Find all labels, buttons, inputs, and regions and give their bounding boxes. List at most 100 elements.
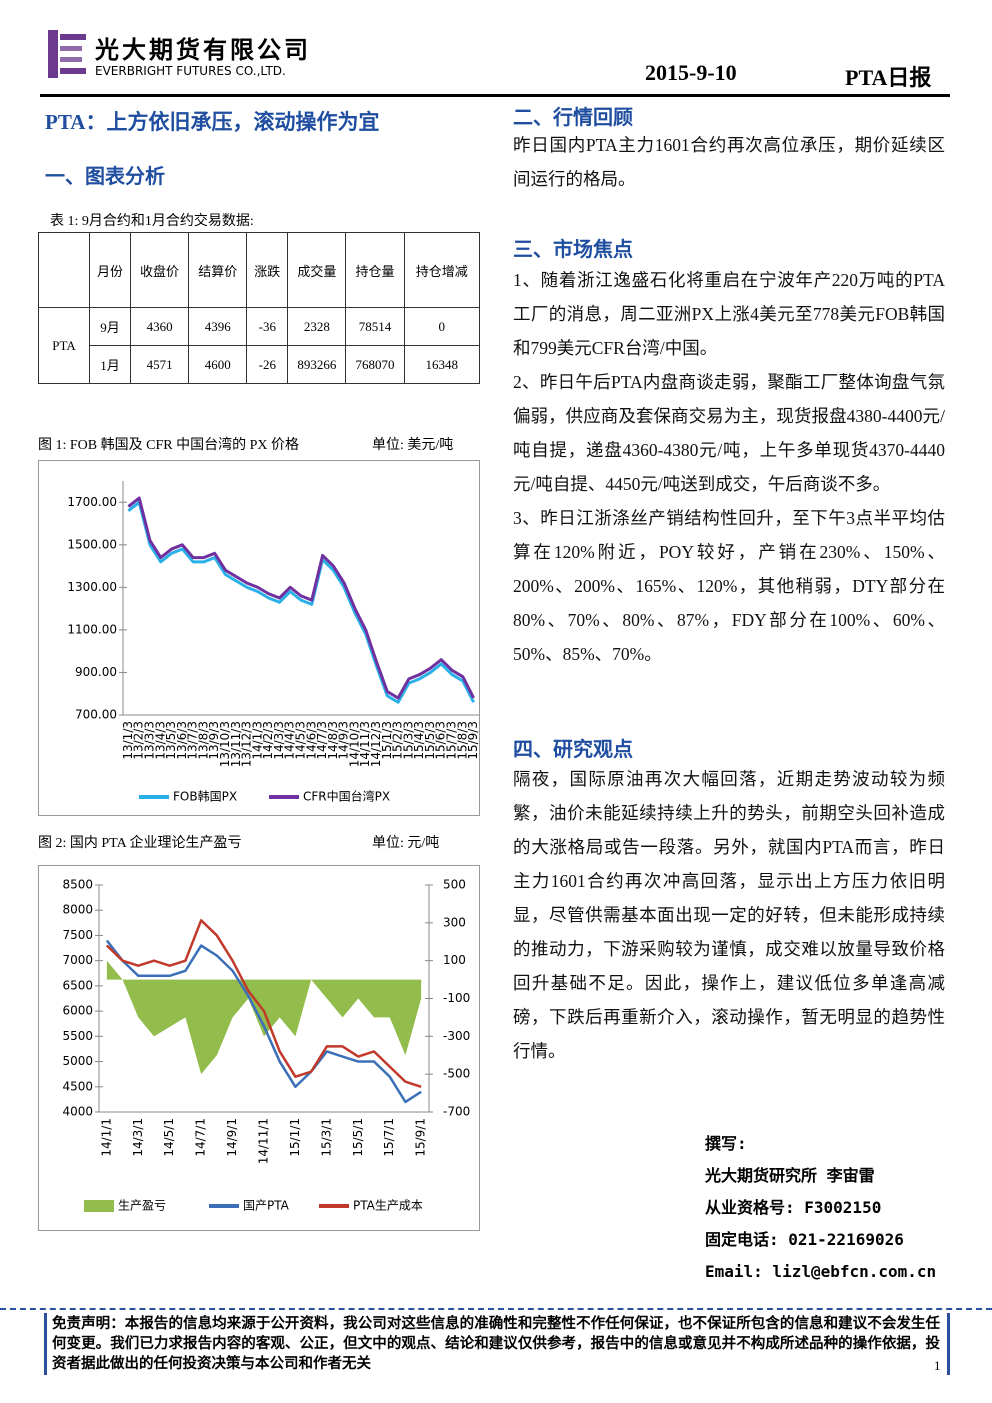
cell: 2328 <box>287 307 347 346</box>
legend-label: PTA生产成本 <box>353 1199 423 1213</box>
series-area <box>106 960 422 1075</box>
x-tick-label: 14/9/1 <box>225 1118 239 1157</box>
author-block: 撰写: 光大期货研究所 李宙雷 从业资格号: F3002150 固定电话: 02… <box>705 1128 936 1288</box>
x-tick-label: 15/7/3 <box>445 721 459 760</box>
cell: -36 <box>246 307 289 346</box>
header-cell: 成交量 <box>287 232 347 308</box>
x-tick-label: 15/4/3 <box>412 721 426 760</box>
cell: 78514 <box>345 307 405 346</box>
series-line <box>105 939 422 1104</box>
x-tick-label: 15/6/3 <box>434 721 448 760</box>
x-tick-label: 14/11/1 <box>257 1118 271 1164</box>
logo <box>48 30 86 78</box>
legend-swatch <box>84 1200 114 1212</box>
y-tick-label: 7000 <box>62 953 93 967</box>
x-tick-label: 13/4/3 <box>153 721 167 760</box>
x-tick-label: 13/12/3 <box>240 721 254 767</box>
x-tick-label: 13/8/3 <box>196 721 210 760</box>
y-tick-label: 1300.00 <box>67 580 117 594</box>
author-license: 从业资格号: F3002150 <box>705 1198 882 1217</box>
y-tick-label: 4500 <box>62 1079 93 1093</box>
x-tick-label: 14/7/1 <box>194 1118 208 1157</box>
x-tick-label: 13/7/3 <box>186 721 200 760</box>
header-cell: 涨跌 <box>246 232 289 308</box>
y2-tick-label: 300 <box>443 915 466 929</box>
author-phone: 固定电话: 021-22169026 <box>705 1230 904 1249</box>
y2-tick-label: 500 <box>443 878 466 892</box>
cell: -26 <box>246 345 289 384</box>
header-cell: 收盘价 <box>129 232 190 308</box>
x-tick-label: 15/1/3 <box>380 721 394 760</box>
company-en: EVERBRIGHT FUTURES CO.,LTD. <box>95 64 286 78</box>
y-tick-label: 5500 <box>62 1029 93 1043</box>
figure-caption: 图 2: 国内 PTA 企业理论生产盈亏 <box>38 836 242 851</box>
legend-label: 生产盈亏 <box>118 1199 166 1213</box>
section-heading: 三、市场焦点 <box>513 239 633 261</box>
y-tick-label: 1700.00 <box>67 495 117 509</box>
paragraph: 3、昨日江浙涤丝产销结构性回升，至下午3点半平均估算在120%附近，POY较好，… <box>513 508 945 664</box>
x-tick-label: 15/1/1 <box>288 1118 302 1157</box>
x-tick-label: 15/5/1 <box>351 1118 365 1157</box>
y-tick-label: 4000 <box>62 1105 93 1119</box>
x-tick-label: 14/1/1 <box>99 1118 113 1157</box>
y-tick-label: 7500 <box>62 928 93 942</box>
group-cell: PTA <box>38 307 90 384</box>
x-tick-label: 15/3/1 <box>319 1118 333 1157</box>
x-tick-label: 15/3/3 <box>401 721 415 760</box>
x-tick-label: 13/5/3 <box>164 721 178 760</box>
header-cell: 月份 <box>89 232 131 308</box>
y-tick-label: 8500 <box>62 878 93 892</box>
cell: 9月 <box>89 307 131 346</box>
cell <box>38 232 90 308</box>
x-tick-label: 13/1/3 <box>121 721 135 760</box>
x-tick-label: 14/2/3 <box>261 721 275 760</box>
paragraph: 昨日国内PTA主力1601合约再次高位承压，期价延续区间运行的格局。 <box>513 135 945 189</box>
series-line <box>127 500 475 704</box>
legend-label: 国产PTA <box>243 1199 290 1213</box>
x-tick-label: 15/9/1 <box>414 1118 428 1157</box>
x-tick-label: 14/4/3 <box>283 721 297 760</box>
y2-tick-label: 100 <box>443 953 466 967</box>
y2-tick-label: -700 <box>443 1105 470 1119</box>
cell: 0 <box>403 307 481 346</box>
y2-tick-label: -300 <box>443 1029 470 1043</box>
y-tick-label: 1100.00 <box>67 622 117 636</box>
title: PTA：上方依旧承压，滚动操作为宜 <box>45 110 380 134</box>
x-tick-label: 14/3/1 <box>131 1118 145 1157</box>
y-tick-label: 6500 <box>62 978 93 992</box>
footer-rule <box>0 1308 992 1310</box>
section-heading: 四、研究观点 <box>513 739 633 761</box>
author-label: 撰写: <box>705 1134 747 1153</box>
cell: 893266 <box>287 345 347 384</box>
series-line <box>105 919 422 1088</box>
x-tick-label: 13/9/3 <box>207 721 221 760</box>
x-tick-label: 13/2/3 <box>132 721 146 760</box>
cell: 4571 <box>129 345 190 384</box>
x-tick-label: 13/3/3 <box>142 721 156 760</box>
table-caption: 表 1: 9月合约和1月合约交易数据: <box>50 214 254 229</box>
section-heading: 二、行情回顾 <box>513 107 633 129</box>
y-tick-label: 5000 <box>62 1054 93 1068</box>
cell: 768070 <box>345 345 405 384</box>
cell: 1月 <box>89 345 131 384</box>
y-tick-label: 1500.00 <box>67 537 117 551</box>
table: 月份 收盘价 结算价 涨跌 成交量 持仓量 持仓增减 PTA 9月 4360 4… <box>38 232 481 384</box>
date: 2015-9-10 <box>645 60 737 85</box>
cell: 4360 <box>129 307 190 346</box>
x-tick-label: 13/6/3 <box>175 721 189 760</box>
chart: 4000 4500 5000 5500 6000 6500 7000 7500 8000 8500… <box>38 865 480 1231</box>
x-tick-label: 14/11/3 <box>358 721 372 767</box>
x-tick-label: 13/11/3 <box>229 721 243 767</box>
cell: 4396 <box>188 307 248 346</box>
figure-unit: 单位: 美元/吨 <box>372 438 454 453</box>
page-number: 1 <box>934 1358 941 1373</box>
x-tick-label: 14/1/3 <box>250 721 264 760</box>
x-tick-label: 14/10/3 <box>347 721 361 767</box>
figure-caption: 图 1: FOB 韩国及 CFR 中国台湾的 PX 价格 <box>38 438 299 453</box>
figure-unit: 单位: 元/吨 <box>372 836 440 851</box>
author-name: 光大期货研究所 李宙雷 <box>705 1166 875 1185</box>
x-tick-label: 14/7/3 <box>315 721 329 760</box>
x-tick-label: 14/5/1 <box>162 1118 176 1157</box>
footer-box <box>44 1313 950 1375</box>
